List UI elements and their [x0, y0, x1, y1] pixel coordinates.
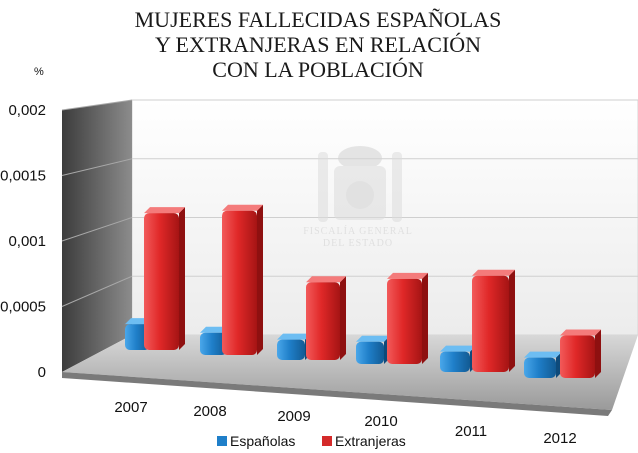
x-tick-label-2011: 2011 [455, 423, 487, 440]
y-tick-label: 0 [38, 364, 46, 381]
x-tick-label-2012: 2012 [543, 430, 576, 447]
bar-extranjeras-2010-side [422, 272, 428, 364]
bar-extranjeras-2011-front [472, 275, 509, 372]
bar-extranjeras-2007-side [179, 207, 185, 350]
gridline-side [61, 158, 133, 176]
y-axis-unit: % [34, 66, 44, 78]
gridline-side [61, 99, 133, 111]
x-tick-label-2008: 2008 [193, 403, 226, 420]
bar-extranjeras-2012 [560, 329, 601, 378]
bar-espanolas-2011 [440, 345, 476, 372]
bar-espanolas-2010 [356, 335, 390, 364]
y-tick-label: 0,002 [8, 102, 46, 119]
watermark-line-2: DEL ESTADO [323, 238, 393, 249]
chart-floor-edge [62, 372, 612, 416]
bar-extranjeras-2009-side [340, 276, 346, 360]
bar-espanolas-2008-front [200, 332, 227, 355]
chart-side-wall [62, 100, 132, 372]
x-tick-label-2007: 2007 [114, 399, 147, 416]
x-tick-label-2009: 2009 [277, 408, 310, 425]
y-tick-label: 0,001 [8, 233, 46, 250]
bar-extranjeras-2012-side [595, 329, 601, 378]
bar-extranjeras-2007-top [144, 207, 185, 214]
bar-extranjeras-2012-top [560, 329, 601, 336]
legend-swatch-extranjeras [322, 436, 332, 446]
legend-label-espanolas: Españolas [230, 433, 295, 449]
bar-extranjeras-2009 [306, 276, 346, 360]
bar-espanolas-2011-top [440, 345, 476, 352]
y-tick-label: 0,0005 [0, 299, 46, 316]
bars [125, 204, 601, 378]
bar-espanolas-2012-front [524, 357, 556, 378]
bar-extranjeras-2008-side [257, 204, 263, 355]
watermark-line-1: FISCALÍA GENERAL [303, 225, 413, 237]
bar-extranjeras-2007 [144, 207, 185, 350]
bar-extranjeras-2011 [472, 269, 515, 372]
gridlines [61, 99, 638, 307]
bar-extranjeras-2011-side [509, 269, 515, 372]
watermark-emblem: FISCALÍA GENERAL DEL ESTADO [303, 146, 413, 249]
bar-espanolas-2010-top [356, 335, 390, 342]
bar-espanolas-2010-front [356, 341, 384, 364]
bar-espanolas-2007-front [125, 324, 150, 350]
bar-extranjeras-2011-top [472, 269, 515, 276]
gridline-side [61, 275, 133, 307]
chart-title-line-1: MUJERES FALLECIDAS ESPAÑOLAS [135, 7, 502, 32]
legend-swatch-espanolas [217, 436, 227, 446]
bar-extranjeras-2009-top [306, 276, 346, 283]
y-axis-ticks: 0 0,0005 0,001 0,0015 0,002 [0, 102, 46, 381]
bar-extranjeras-2009-front [306, 282, 340, 360]
bar-espanolas-2011-front [440, 351, 470, 372]
chart-title-line-2: Y EXTRANJERAS EN RELACIÓN [155, 32, 481, 57]
chart-title: MUJERES FALLECIDAS ESPAÑOLAS Y EXTRANJER… [135, 7, 502, 82]
chart-title-line-3: CON LA POBLACIÓN [212, 57, 424, 82]
bar-espanolas-2009 [277, 333, 311, 360]
bar-espanolas-2012-top [524, 351, 562, 358]
bar-extranjeras-2008-front [222, 210, 257, 355]
bar-espanolas-2012 [524, 351, 562, 378]
bar-extranjeras-2008 [222, 204, 263, 355]
bar-extranjeras-2007-front [144, 213, 179, 350]
x-axis-labels: 2007 2008 2009 2010 2011 2012 [114, 399, 576, 447]
bar-espanolas-2009-front [277, 339, 305, 360]
y-tick-label: 0,0015 [0, 168, 46, 185]
bar-extranjeras-2012-front [560, 335, 595, 378]
x-tick-label-2010: 2010 [364, 413, 397, 430]
gridline-side [61, 217, 133, 242]
bar-extranjeras-2010 [387, 272, 428, 364]
legend-label-extranjeras: Extranjeras [335, 433, 406, 449]
legend: Españolas Extranjeras [217, 433, 406, 449]
bar-extranjeras-2008-top [222, 204, 263, 211]
bar-extranjeras-2010-front [387, 278, 422, 364]
bar-espanolas-2009-top [277, 333, 311, 340]
bar-extranjeras-2010-top [387, 272, 428, 279]
